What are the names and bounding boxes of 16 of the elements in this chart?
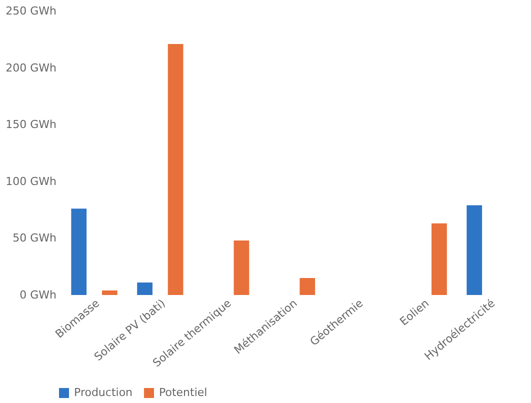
y-tick-label: 100 GWh xyxy=(6,174,57,188)
bar xyxy=(432,223,447,295)
y-tick-label: 150 GWh xyxy=(6,118,57,132)
bar xyxy=(234,240,250,295)
bar xyxy=(168,44,184,295)
y-tick-label: 50 GWh xyxy=(12,232,57,245)
bar xyxy=(300,278,316,295)
bar xyxy=(102,290,118,295)
y-tick-label: 250 GWh xyxy=(6,4,57,18)
legend-label: Potentiel xyxy=(159,386,208,399)
bar xyxy=(71,208,87,295)
bar xyxy=(137,282,152,295)
y-tick-label: 200 GWh xyxy=(6,61,57,74)
bar xyxy=(466,205,482,295)
legend-label: Production xyxy=(74,386,133,399)
y-tick-label: 0 GWh xyxy=(20,288,57,302)
